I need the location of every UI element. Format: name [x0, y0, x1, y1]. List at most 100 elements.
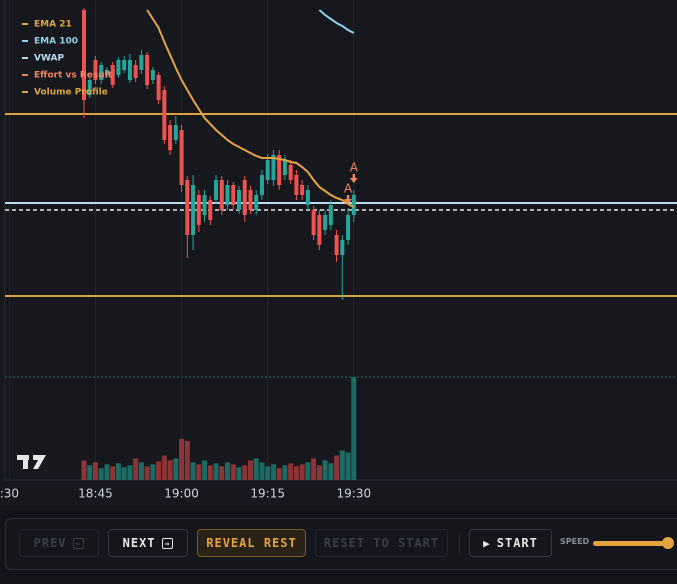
- legend-label: EMA 100: [34, 37, 78, 47]
- candle-body: [231, 185, 236, 205]
- prev-button[interactable]: PREV ←: [19, 529, 99, 557]
- legend-label: Volume Profile: [34, 88, 108, 98]
- volume-bar: [265, 466, 271, 480]
- candle-body: [305, 190, 310, 205]
- volume-bar: [282, 465, 288, 480]
- volume-bar: [179, 438, 185, 480]
- candle-body: [110, 65, 115, 85]
- candle-body: [346, 215, 351, 240]
- candle-body: [150, 70, 155, 80]
- candle-body: [179, 130, 184, 185]
- speed-label: SPEED: [560, 537, 590, 546]
- candle-body: [300, 185, 305, 195]
- volume-bar: [351, 377, 357, 480]
- volume-bar: [161, 455, 167, 480]
- volume-bar: [167, 460, 173, 480]
- candle-body: [202, 195, 207, 215]
- candle-body: [196, 195, 201, 225]
- speed-slider[interactable]: [593, 541, 669, 546]
- candle-body: [191, 185, 196, 235]
- candle-body: [116, 60, 121, 75]
- volume-bar: [202, 460, 208, 480]
- volume-bar: [173, 458, 179, 480]
- candle-body: [282, 160, 287, 175]
- candle-body: [294, 175, 299, 195]
- candle-body: [254, 195, 259, 210]
- candle-body: [225, 185, 230, 205]
- legend-label: Effort vs Result: [34, 71, 113, 81]
- next-label: NEXT: [122, 536, 156, 550]
- volume-bar: [98, 468, 104, 480]
- volume-bar: [150, 464, 156, 480]
- volume-bar: [299, 464, 305, 480]
- candle-body: [81, 10, 86, 100]
- tv-logo: [17, 455, 46, 469]
- candle-body: [104, 70, 109, 75]
- volume-bar: [115, 463, 121, 480]
- signal-label: A: [344, 182, 353, 196]
- candle-body: [139, 55, 144, 70]
- candle-body: [93, 60, 98, 80]
- volume-bar: [127, 465, 133, 480]
- candle-body: [156, 75, 161, 100]
- candle-body: [185, 180, 190, 235]
- volume-bar: [253, 458, 259, 480]
- volume-bar: [276, 468, 282, 480]
- signal-arrow: [344, 195, 353, 204]
- start-button[interactable]: ▶ START: [469, 529, 552, 557]
- candle-body: [219, 180, 224, 210]
- legend-label: VWAP: [34, 54, 64, 64]
- candle-body: [214, 180, 219, 200]
- volume-bar: [219, 466, 225, 480]
- volume-bar: [225, 462, 231, 480]
- legend-label: EMA 21: [34, 20, 72, 30]
- volume-bar: [207, 465, 213, 480]
- candle-body: [328, 205, 333, 225]
- volume-bar: [345, 452, 351, 480]
- volume-bar: [104, 464, 110, 480]
- candle-body: [277, 155, 282, 185]
- candle-body: [133, 65, 138, 78]
- candle-body: [340, 240, 345, 255]
- candle-body: [242, 180, 247, 215]
- chart: :30 18:45 19:00 19:15 19:30 AA EMA 21 EMA 100 VW…: [0, 0, 677, 501]
- next-button[interactable]: NEXT →: [108, 529, 188, 557]
- candle-body: [351, 195, 356, 215]
- volume-bar: [87, 465, 93, 480]
- volume-bar: [288, 463, 294, 480]
- indicator-line: [318, 9, 355, 34]
- candle-body: [208, 200, 213, 220]
- candle-body: [317, 215, 322, 245]
- signal-label: A: [350, 161, 359, 175]
- volume-bar: [138, 462, 144, 480]
- speed-knob[interactable]: [662, 537, 674, 549]
- volume-bar: [270, 464, 276, 480]
- candle-body: [259, 175, 264, 195]
- volume-bar: [230, 464, 236, 480]
- reveal-label: REVEAL REST: [206, 536, 297, 550]
- divider: [459, 534, 460, 554]
- candle-body: [99, 65, 104, 80]
- volume-bar: [259, 462, 265, 480]
- volume-bar: [196, 464, 202, 480]
- reset-button[interactable]: RESET TO START: [315, 529, 448, 557]
- volume-bar: [190, 462, 196, 480]
- x-tick-label: 19:30: [337, 487, 372, 501]
- signal-arrow: [349, 174, 358, 183]
- x-tick-label: :30: [0, 487, 19, 501]
- x-tick-label: 18:45: [78, 487, 113, 501]
- volume-bar: [236, 467, 242, 480]
- volume-bar: [213, 463, 219, 480]
- candle-body: [173, 125, 178, 140]
- volume-bar: [110, 466, 116, 480]
- candle-body: [265, 160, 270, 180]
- volume-bar: [334, 455, 340, 480]
- reset-label: RESET TO START: [323, 536, 440, 550]
- reveal-button[interactable]: REVEAL REST: [197, 529, 306, 557]
- volume-bar: [293, 466, 299, 480]
- candle-body: [87, 80, 92, 95]
- volume-bar: [184, 440, 190, 480]
- volume-bar: [156, 461, 162, 480]
- volume-bar: [247, 460, 253, 480]
